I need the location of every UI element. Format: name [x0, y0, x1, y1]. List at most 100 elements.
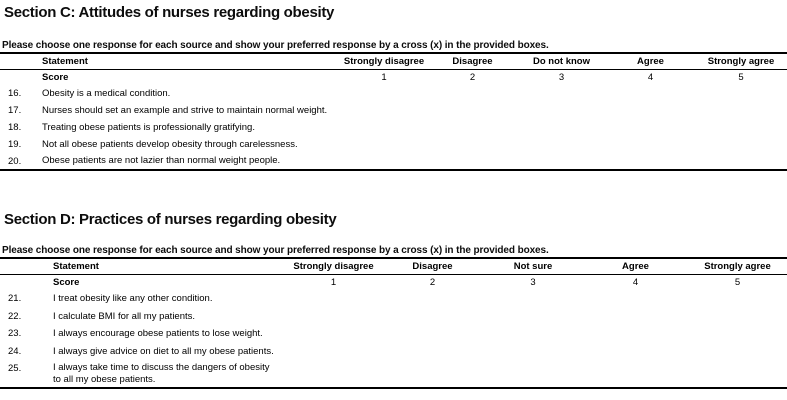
column-header-strongly-agree: Strongly agree — [695, 53, 787, 70]
response-cell — [688, 290, 787, 308]
score-label: Score — [42, 71, 69, 83]
response-cell — [583, 360, 688, 388]
statement-text: I always encourage obese patients to los… — [53, 328, 263, 339]
response-cell — [695, 153, 787, 170]
score-value-5: 5 — [738, 71, 744, 83]
response-cell — [340, 85, 428, 102]
response-cell — [606, 102, 695, 119]
column-header-statement: Statement — [53, 258, 285, 275]
response-cell — [483, 308, 583, 326]
section-c-title: Section C: Attitudes of nurses regarding… — [4, 4, 335, 21]
section-c-table: Statement Strongly disagree Disagree Do … — [0, 52, 787, 171]
row-number: 19. — [8, 139, 22, 150]
response-cell — [695, 102, 787, 119]
response-cell — [583, 325, 688, 343]
response-cell — [382, 290, 483, 308]
section-c-score-row: Score 1 2 3 4 5 — [0, 69, 787, 85]
response-cell — [340, 136, 428, 153]
column-header-not-sure: Not sure — [483, 258, 583, 275]
table-row: 20. Obese patients are not lazier than n… — [0, 153, 787, 170]
response-cell — [695, 85, 787, 102]
response-cell — [340, 153, 428, 170]
score-value-1: 1 — [330, 276, 337, 288]
response-cell — [583, 290, 688, 308]
score-value-3: 3 — [530, 276, 536, 288]
score-value-1: 1 — [381, 71, 387, 83]
response-cell — [285, 308, 382, 326]
column-header-agree: Agree — [583, 258, 688, 275]
response-cell — [695, 136, 787, 153]
row-number: 16. — [8, 88, 22, 99]
statement-text: Treating obese patients is professionall… — [42, 121, 255, 133]
score-value-2: 2 — [429, 276, 436, 288]
column-header-do-not-know: Do not know — [517, 53, 606, 70]
response-cell — [428, 136, 517, 153]
score-value-2: 2 — [469, 71, 476, 83]
response-cell — [428, 102, 517, 119]
response-cell — [483, 290, 583, 308]
row-number: 23. — [8, 328, 22, 340]
response-cell — [483, 360, 583, 388]
column-header-strongly-disagree: Strongly disagree — [285, 258, 382, 275]
response-cell — [428, 119, 517, 136]
section-d-title: Section D: Practices of nurses regarding… — [4, 211, 337, 228]
response-cell — [688, 308, 787, 326]
response-cell — [382, 308, 483, 326]
response-cell — [382, 343, 483, 361]
response-cell — [428, 153, 517, 170]
statement-text: Obese patients are not lazier than norma… — [42, 155, 281, 167]
score-value-4: 4 — [632, 276, 639, 288]
response-cell — [583, 343, 688, 361]
header-spacer — [0, 53, 42, 70]
response-cell — [340, 119, 428, 136]
response-cell — [517, 119, 606, 136]
response-cell — [483, 325, 583, 343]
table-row: 24. I always give advice on diet to all … — [0, 343, 787, 361]
response-cell — [517, 85, 606, 102]
response-cell — [606, 85, 695, 102]
table-row: 16. Obesity is a medical condition. — [0, 85, 787, 102]
row-number: 17. — [8, 105, 22, 116]
section-d-instruction: Please choose one response for each sour… — [2, 245, 549, 256]
score-spacer — [0, 274, 53, 290]
section-d-table: Statement Strongly disagree Disagree Not… — [0, 257, 787, 389]
score-label: Score — [53, 276, 80, 288]
response-cell — [695, 119, 787, 136]
response-cell — [382, 325, 483, 343]
column-header-strongly-disagree: Strongly disagree — [340, 53, 428, 70]
statement-text: I always give advice on diet to all my o… — [53, 345, 274, 357]
table-row: 25. I always take time to discuss the da… — [0, 360, 787, 388]
statement-text: Not all obese patients develop obesity t… — [42, 138, 298, 150]
response-cell — [517, 102, 606, 119]
response-cell — [517, 136, 606, 153]
statement-text: I calculate BMI for all my patients. — [53, 310, 196, 322]
response-cell — [606, 153, 695, 170]
section-c-header-row: Statement Strongly disagree Disagree Do … — [0, 53, 787, 70]
table-row: 19. Not all obese patients develop obesi… — [0, 136, 787, 153]
response-cell — [688, 325, 787, 343]
response-cell — [483, 343, 583, 361]
score-value-5: 5 — [734, 276, 741, 288]
column-header-disagree: Disagree — [428, 53, 517, 70]
table-row: 18. Treating obese patients is professio… — [0, 119, 787, 136]
table-row: 22. I calculate BMI for all my patients. — [0, 308, 787, 326]
response-cell — [285, 290, 382, 308]
statement-text: I always take time to discuss the danger… — [53, 362, 270, 385]
row-number: 21. — [8, 293, 22, 305]
score-value-3: 3 — [558, 71, 565, 83]
section-d-score-row: Score 1 2 3 4 5 — [0, 274, 787, 290]
table-row: 17. Nurses should set an example and str… — [0, 102, 787, 119]
response-cell — [285, 325, 382, 343]
table-row: 23. I always encourage obese patients to… — [0, 325, 787, 343]
response-cell — [428, 85, 517, 102]
row-number: 22. — [8, 310, 22, 322]
response-cell — [606, 136, 695, 153]
response-cell — [606, 119, 695, 136]
response-cell — [688, 360, 787, 388]
response-cell — [688, 343, 787, 361]
column-header-agree: Agree — [606, 53, 695, 70]
column-header-strongly-agree: Strongly agree — [688, 258, 787, 275]
column-header-statement: Statement — [42, 53, 340, 70]
response-cell — [340, 102, 428, 119]
score-spacer — [0, 69, 42, 85]
